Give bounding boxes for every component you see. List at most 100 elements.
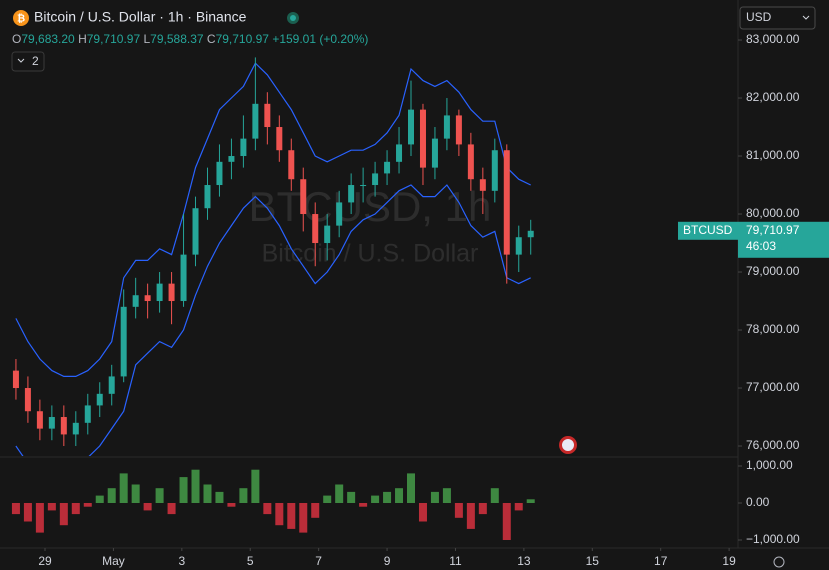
osc-bar	[23, 503, 32, 522]
indicator-toggle[interactable]	[11, 51, 45, 72]
osc-bar	[490, 488, 499, 503]
x-tick-label: May	[102, 554, 125, 568]
candle-body	[324, 225, 331, 244]
symbol-tag	[678, 221, 738, 240]
osc-bar	[287, 503, 296, 529]
osc-bar	[263, 503, 272, 515]
x-tick-label: 11	[449, 554, 462, 568]
candle-body	[300, 179, 307, 215]
candle-body	[240, 138, 247, 157]
candle-body	[491, 150, 498, 191]
candle-body	[467, 144, 474, 180]
candle-body	[72, 422, 79, 435]
band-lower	[15, 184, 531, 456]
candle-body	[527, 230, 534, 238]
candle-body	[431, 138, 438, 168]
x-tick-label: 17	[654, 554, 668, 568]
osc-bar	[430, 491, 439, 503]
y-tick-label: 77,000.00	[746, 380, 800, 394]
osc-bar	[59, 503, 68, 526]
candle-body	[419, 109, 426, 168]
candle-body	[360, 185, 367, 187]
l-label: L	[143, 32, 150, 46]
osc-bar	[371, 495, 380, 503]
candle-body	[24, 388, 31, 412]
osc-bar	[311, 503, 320, 518]
osc-tick-label: 1,000.00	[746, 458, 793, 472]
osc-bar	[131, 484, 140, 503]
candle-body	[144, 295, 151, 302]
y-tick-label: 82,000.00	[746, 90, 800, 104]
candle-body	[252, 103, 259, 139]
osc-bar	[83, 503, 92, 507]
osc-bar	[478, 503, 487, 515]
x-tick-label: 29	[38, 554, 52, 568]
candle-body	[384, 161, 391, 174]
chevron-icon	[17, 58, 25, 63]
osc-bar	[95, 495, 104, 503]
settings-icon[interactable]	[773, 556, 785, 568]
candle-body	[515, 237, 522, 255]
osc-bar	[107, 488, 116, 503]
osc-bar	[203, 484, 212, 503]
candle-body	[132, 295, 139, 307]
osc-bar	[299, 503, 308, 533]
osc-bar	[502, 503, 511, 541]
candle-body	[348, 185, 355, 203]
candle-body	[60, 417, 67, 435]
currency-dropdown[interactable]	[739, 6, 816, 30]
band-upper	[15, 62, 531, 377]
osc-bar	[323, 495, 332, 503]
x-tick-label: 19	[722, 554, 736, 568]
candle-body	[443, 115, 450, 139]
osc-bar	[407, 473, 416, 503]
osc-bar	[347, 491, 356, 503]
candle-body	[228, 156, 235, 162]
candle-body	[108, 376, 115, 394]
y-tick-label: 78,000.00	[746, 322, 800, 336]
candle-body	[336, 202, 343, 226]
candle-body	[503, 150, 510, 255]
bitcoin-icon	[13, 10, 29, 26]
osc-bar	[383, 491, 392, 503]
event-flag-inner	[562, 439, 574, 451]
candle-body	[408, 109, 415, 145]
y-tick-label: 76,000.00	[746, 438, 800, 452]
candle-body	[288, 150, 295, 180]
osc-bar	[251, 469, 260, 503]
osc-bar	[466, 503, 475, 529]
c-value: 79,710.97	[216, 32, 270, 46]
ohlc-legend: O79,683.20 H79,710.97 L79,588.37 C79,710…	[12, 32, 368, 46]
osc-bar	[71, 503, 80, 515]
h-value: 79,710.97	[87, 32, 141, 46]
x-tick-label: 7	[315, 554, 322, 568]
candle-body	[396, 144, 403, 162]
osc-bar	[215, 491, 224, 503]
osc-bar	[514, 503, 523, 511]
plot-area	[12, 57, 534, 456]
y-tick-label: 79,000.00	[746, 264, 800, 278]
axes: 76,000.00 77,000.00 78,000.00 79,000.00 80,0…	[38, 32, 829, 568]
c-label: C	[207, 32, 216, 46]
candle-body	[180, 254, 187, 302]
candle-body	[312, 214, 319, 244]
candle-body	[204, 185, 211, 209]
price-tag	[738, 221, 829, 258]
candle-body	[156, 283, 163, 302]
y-tick-label: 83,000.00	[746, 32, 800, 46]
y-tick-label: 80,000.00	[746, 206, 800, 220]
osc-bar	[526, 499, 535, 503]
indicator-count: 2	[32, 54, 39, 68]
x-tick-label: 9	[384, 554, 391, 568]
price-tag-value: 79,710.97	[746, 223, 800, 237]
candle-body	[192, 208, 199, 255]
h-label: H	[78, 32, 87, 46]
candle-body	[455, 115, 462, 145]
currency-label: USD	[746, 10, 772, 24]
osc-bar	[11, 503, 20, 515]
symbol-tag-label: BTCUSD	[683, 223, 733, 237]
candle-body	[479, 179, 486, 191]
osc-bar	[442, 488, 451, 503]
price-tag-countdown: 46:03	[746, 239, 776, 253]
osc-tick-label: −1,000.00	[746, 532, 800, 546]
